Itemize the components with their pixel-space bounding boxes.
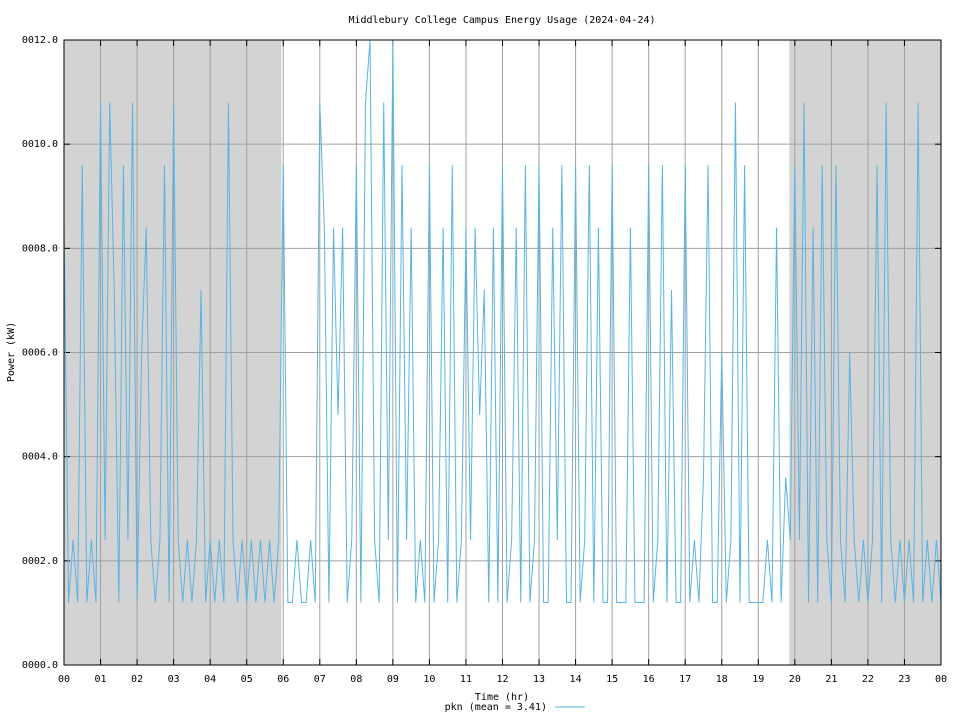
x-axis-label: Time (hr)	[475, 692, 529, 703]
x-tick-label: 19	[752, 674, 764, 685]
x-tick-label: 11	[460, 674, 472, 685]
y-tick-label: 0008.0	[22, 243, 58, 254]
y-tick-label: 0010.0	[22, 139, 58, 150]
x-tick-label: 14	[570, 674, 582, 685]
x-tick-label: 09	[387, 674, 399, 685]
x-tick-label: 15	[606, 674, 618, 685]
x-tick-label: 10	[423, 674, 435, 685]
y-tick-label: 0012.0	[22, 35, 58, 46]
x-tick-label: 05	[241, 674, 253, 685]
x-tick-label: 06	[277, 674, 289, 685]
x-tick-label: 16	[643, 674, 655, 685]
x-tick-label: 00	[935, 674, 947, 685]
y-tick-label: 0004.0	[22, 452, 58, 463]
legend-label: pkn (mean = 3.41)	[445, 702, 547, 713]
y-tick-label: 0002.0	[22, 556, 58, 567]
x-tick-label: 17	[679, 674, 691, 685]
x-tick-label: 02	[131, 674, 143, 685]
x-tick-label: 22	[862, 674, 874, 685]
x-tick-label: 20	[789, 674, 801, 685]
data-line	[63, 39, 942, 603]
y-tick-label: 0006.0	[22, 348, 58, 359]
x-tick-label: 23	[898, 674, 910, 685]
x-tick-label: 00	[58, 674, 70, 685]
y-tick-label: 0000.0	[22, 660, 58, 671]
x-tick-label: 04	[204, 674, 216, 685]
plot-border	[63, 39, 942, 666]
x-tick-label: 03	[168, 674, 180, 685]
x-tick-label: 18	[716, 674, 728, 685]
x-tick-label: 13	[533, 674, 545, 685]
x-tick-label: 08	[350, 674, 362, 685]
x-tick-label: 07	[314, 674, 326, 685]
y-axis-label: Power (kW)	[6, 322, 17, 382]
x-tick-label: 12	[496, 674, 508, 685]
chart-title: Middlebury College Campus Energy Usage (…	[348, 15, 655, 26]
x-tick-label: 21	[825, 674, 837, 685]
x-tick-label: 01	[95, 674, 107, 685]
